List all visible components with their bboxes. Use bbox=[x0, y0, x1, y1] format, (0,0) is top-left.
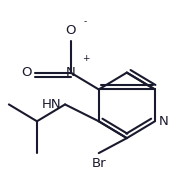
Text: +: + bbox=[82, 54, 89, 63]
Text: -: - bbox=[84, 17, 87, 26]
Text: N: N bbox=[159, 115, 168, 128]
Text: O: O bbox=[21, 66, 31, 79]
Text: Br: Br bbox=[91, 157, 106, 170]
Text: O: O bbox=[65, 24, 76, 37]
Text: N: N bbox=[66, 66, 76, 79]
Text: HN: HN bbox=[42, 98, 61, 111]
